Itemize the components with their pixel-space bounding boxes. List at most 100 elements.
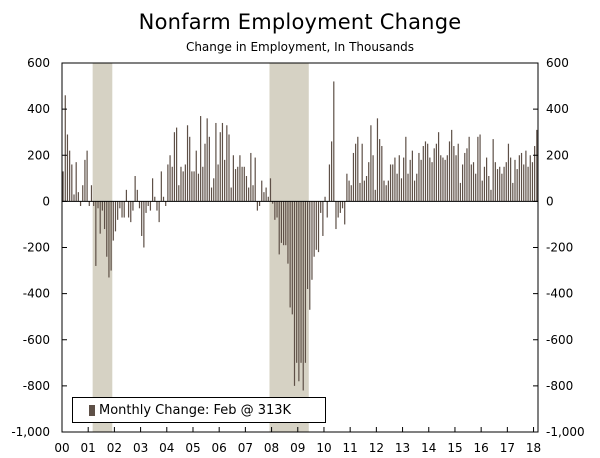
bar (459, 182, 462, 202)
bar (370, 125, 372, 202)
bar (173, 132, 176, 202)
bar (344, 201, 346, 225)
bar (442, 157, 444, 202)
bar (475, 173, 477, 202)
x-tick-label: 11 (343, 441, 358, 455)
bar (178, 185, 180, 202)
bar (457, 143, 459, 202)
bar (505, 162, 507, 202)
x-tick-label: 04 (159, 441, 174, 455)
bar (278, 201, 280, 255)
bar (525, 150, 527, 202)
bar (265, 187, 267, 202)
bar (315, 201, 317, 250)
y-tick-label-right: 400 (546, 102, 569, 116)
bar (90, 185, 93, 202)
bar (149, 201, 152, 211)
x-tick-label: 12 (369, 441, 384, 455)
y-tick-label-left: 0 (42, 194, 50, 208)
bar (379, 139, 381, 202)
y-tick-label-right: -800 (546, 379, 573, 393)
x-tick-label: 00 (54, 441, 69, 455)
bar (108, 201, 110, 278)
x-tick-label: 02 (107, 441, 122, 455)
bar (99, 201, 101, 234)
bar (304, 201, 307, 363)
bar (420, 159, 422, 202)
bar (285, 201, 287, 246)
bar (488, 176, 490, 202)
bar (241, 166, 243, 202)
bar (206, 118, 208, 202)
bar (317, 201, 320, 253)
bar (165, 201, 167, 206)
bar (427, 143, 429, 202)
legend-label: Monthly Change: Feb @ 313K (99, 402, 292, 418)
bar (387, 180, 389, 202)
y-tick-label-left: -600 (23, 333, 50, 347)
bar (324, 196, 326, 202)
y-tick-label-left: -800 (23, 379, 50, 393)
bar (346, 173, 348, 202)
bar (71, 164, 73, 202)
x-tick-label: 07 (238, 441, 253, 455)
bar (499, 166, 501, 202)
bar (300, 201, 302, 363)
bar (444, 159, 446, 202)
bar (429, 157, 431, 202)
bar (151, 178, 154, 202)
bar (311, 201, 313, 280)
bar (123, 201, 125, 218)
bar (518, 155, 520, 202)
bar (213, 178, 215, 202)
bar (195, 150, 197, 202)
bar (134, 176, 136, 202)
bar (274, 201, 276, 220)
bar (215, 122, 217, 202)
y-tick-label-left: 200 (27, 148, 50, 162)
bar (156, 201, 158, 211)
legend: Monthly Change: Feb @ 313K (72, 397, 326, 423)
bar (490, 189, 492, 202)
bar (167, 164, 169, 202)
bar (141, 201, 143, 236)
bar (494, 162, 496, 202)
bar (75, 162, 77, 202)
bar (348, 180, 350, 202)
bar (523, 164, 525, 202)
bar (374, 189, 376, 202)
bar (520, 152, 523, 202)
bar (328, 164, 331, 202)
bar (376, 118, 379, 202)
bar (217, 164, 219, 202)
bar (359, 182, 361, 202)
bar (193, 171, 195, 202)
bar (534, 146, 536, 202)
bar (293, 201, 296, 386)
bar (309, 201, 311, 310)
y-tick-label-right: 600 (546, 56, 569, 70)
bar (409, 159, 411, 202)
bar (276, 201, 278, 218)
bar (403, 157, 405, 202)
y-tick-label-right: -400 (546, 287, 573, 301)
bar (119, 201, 121, 209)
bar (147, 201, 149, 206)
bar (186, 125, 189, 202)
bar (413, 180, 416, 202)
x-tick-label: 09 (290, 441, 305, 455)
bar (263, 192, 265, 202)
bar (448, 141, 451, 202)
bar (486, 157, 488, 202)
bar (256, 201, 258, 211)
bar (79, 201, 82, 206)
y-tick-label-left: 600 (27, 56, 50, 70)
bar (69, 150, 71, 202)
bar (88, 201, 90, 206)
bar (77, 192, 79, 202)
bar (468, 136, 470, 202)
x-tick-label: 10 (316, 441, 331, 455)
legend-swatch (89, 404, 95, 416)
y-tick-label-left: -400 (23, 287, 50, 301)
